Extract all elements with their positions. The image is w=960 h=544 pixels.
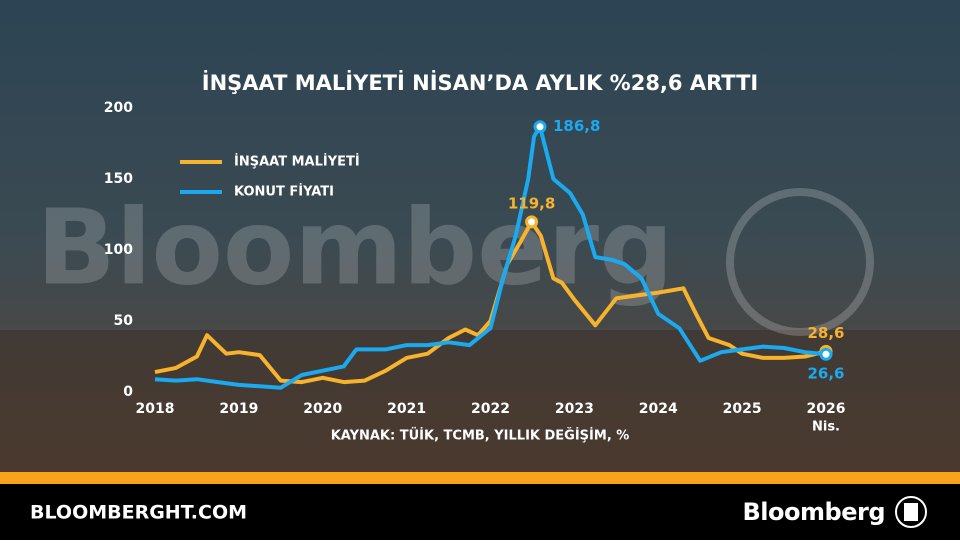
point-marker [525, 215, 539, 229]
footer-bar [0, 484, 960, 540]
x-tick-label: 2024 [639, 401, 678, 417]
y-tick-label: 50 [114, 313, 134, 329]
series-line [154, 124, 827, 390]
source-note: KAYNAK: TÜİK, TCMB, YILLIK DEĞİŞİM, % [331, 428, 630, 444]
x-tick-label: 2021 [387, 401, 426, 417]
legend-label: KONUT FİYATI [234, 184, 334, 200]
chart-title: İNŞAAT MALİYETİ NİSAN’DA AYLIK %28,6 ART… [202, 70, 759, 95]
point-marker [819, 347, 833, 361]
data-label: 26,6 [807, 365, 844, 383]
background [0, 0, 960, 472]
x-tick-label: 2022 [471, 401, 510, 417]
x-tick-label: 2026 [807, 401, 846, 417]
y-tick-label: 100 [104, 242, 133, 258]
x-tick-label: 2025 [723, 401, 762, 417]
y-tick-label: 0 [123, 384, 133, 400]
x-end-note: Nis. [812, 420, 840, 435]
y-tick-label: 150 [104, 171, 133, 187]
x-tick-label: 2023 [555, 401, 594, 417]
x-tick-label: 2020 [303, 401, 342, 417]
footer-site: BLOOMBERGHT.COM [30, 502, 247, 524]
data-label: 28,6 [807, 324, 844, 342]
footer-logo [895, 496, 927, 528]
x-tick-label: 2019 [219, 401, 258, 417]
footer-brand: Bloomberg [743, 498, 885, 526]
footer-logo-mark [904, 503, 918, 521]
background-shade [0, 330, 960, 472]
footer-stripe [0, 472, 960, 484]
x-tick-label: 2018 [136, 401, 175, 417]
legend-label: İNŞAAT MALİYETİ [234, 154, 360, 170]
y-tick-label: 200 [104, 100, 133, 116]
point-marker [533, 120, 547, 134]
watermark-logo [726, 188, 874, 336]
data-label: 186,8 [553, 117, 600, 135]
data-label: 119,8 [508, 194, 555, 212]
